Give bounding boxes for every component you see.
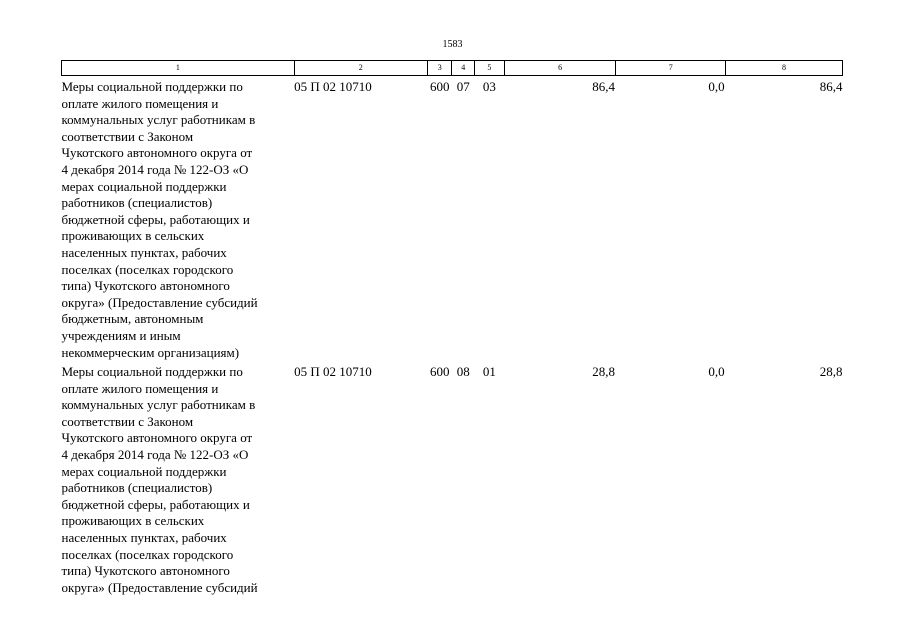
expense-name-line: соответствии с Законом (61, 128, 194, 144)
expense-name-line: оплате жилого помещения и (61, 380, 219, 396)
page-number: 1583 (442, 39, 463, 50)
expense-name-line: типа) Чукотского автономного (61, 563, 230, 579)
header-cell: 8 (725, 60, 843, 76)
expense-name-line: мерах социальной поддержки (61, 463, 227, 479)
expense-name-line: работников (специалистов) (61, 480, 213, 496)
expense-name-line: бюджетной сферы, работающих и (61, 211, 250, 227)
expense-name-line: типа) Чукотского автономного (61, 278, 230, 294)
expense-name-line: Меры социальной поддержки по (61, 364, 243, 380)
expense-name-line: учреждениям и иным (61, 327, 181, 343)
amount-col-8: 28,8 (819, 364, 843, 380)
expense-type-code: 600 (429, 79, 450, 94)
amount-col-7: 0,0 (708, 79, 725, 94)
header-cell: 5 (474, 60, 505, 76)
expense-name: Меры социальной поддержки по оплате жилог… (62, 76, 295, 362)
expense-name-line: поселках (поселках городского (61, 546, 234, 562)
expense-name-line: 4 декабря 2014 года № 122-ОЗ «О (61, 161, 249, 177)
expense-name-line: бюджетным, автономным (61, 311, 204, 327)
header-cell: 2 (293, 60, 428, 76)
expense-name-line: населенных пунктах, рабочих (61, 530, 227, 546)
expense-name-line: Чукотского автономного округа от (61, 145, 253, 161)
expense-name-line: работников (специалистов) (61, 195, 213, 211)
header-cell: 7 (615, 60, 727, 76)
expense-name-line: оплате жилого помещения и (61, 95, 219, 111)
subsection-code: 01 (482, 364, 496, 380)
amount-col-8: 86,4 (819, 79, 843, 94)
expense-name-line: Чукотского автономного округа от (61, 430, 253, 446)
header-cell: 1 (61, 60, 295, 76)
budget-table: 1 2 3 4 5 6 7 8 Меры социальной поддержк… (61, 60, 843, 596)
table-row: Меры социальной поддержки по оплате жилог… (62, 76, 843, 362)
expense-name-line: 4 декабря 2014 года № 122-ОЗ «О (61, 447, 249, 463)
expense-name-line: проживающих в сельских (61, 228, 205, 244)
expense-name-line: проживающих в сельских (61, 513, 205, 529)
table-row: Меры социальной поддержки по оплате жилог… (62, 361, 843, 596)
amount-col-6: 86,4 (592, 79, 615, 94)
target-article-code: 05 П 02 10710 (294, 364, 372, 380)
expense-name: Меры социальной поддержки по оплате жилог… (62, 361, 295, 596)
expense-name-line: поселках (поселках городского (61, 261, 234, 277)
section-code: 08 (456, 364, 470, 380)
expense-name-line: округа» (Предоставление субсидий (61, 579, 258, 595)
expense-name-line: соответствии с Законом (61, 413, 194, 429)
section-code: 07 (456, 79, 470, 94)
amount-col-7: 0,0 (708, 364, 725, 380)
amount-col-6: 28,8 (592, 364, 615, 380)
expense-name-line: бюджетной сферы, работающих и (61, 496, 250, 512)
header-cell: 6 (503, 60, 617, 76)
expense-name-line: некоммерческим организациям) (61, 344, 240, 360)
column-number-header: 1 2 3 4 5 6 7 8 (61, 60, 843, 76)
expense-name-line: населенных пунктах, рабочих (61, 244, 227, 260)
expense-name-line: округа» (Предоставление субсидий (61, 294, 258, 310)
header-cell: 3 (426, 60, 453, 76)
expense-name-line: коммунальных услуг работникам в (61, 112, 256, 128)
expense-type-code: 600 (429, 364, 450, 380)
expense-name-line: коммунальных услуг работникам в (61, 397, 256, 413)
expense-name-line: мерах социальной поддержки (61, 178, 227, 194)
header-cell: 4 (451, 60, 476, 76)
subsection-code: 03 (482, 79, 496, 94)
expense-name-line: Меры социальной поддержки по (61, 79, 243, 94)
target-article-code: 05 П 02 10710 (294, 79, 372, 94)
